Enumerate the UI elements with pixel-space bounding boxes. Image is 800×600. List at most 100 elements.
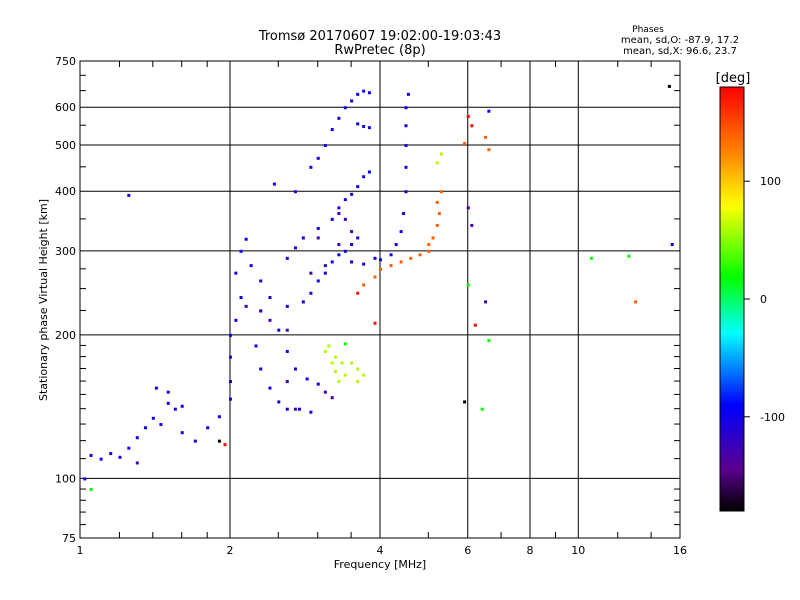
x-axis-label: Frequency [MHz] (334, 558, 426, 571)
data-point (330, 217, 334, 221)
data-point (343, 106, 347, 110)
data-point (427, 249, 431, 253)
data-point (309, 271, 313, 275)
data-point (627, 254, 631, 258)
data-point (229, 397, 232, 401)
x-tick-label: 8 (527, 544, 534, 557)
data-point (272, 182, 276, 186)
data-point (293, 367, 297, 371)
colorbar: [deg] 100 0 -100 (716, 71, 785, 512)
data-point (343, 217, 347, 221)
x-tick-label: 1 (77, 544, 84, 557)
data-point (470, 124, 474, 128)
x-tick-label: 16 (673, 544, 687, 557)
y-tick-label: 400 (55, 185, 76, 198)
stats-line-o: mean, sd,O: -87.9, 17.2 (621, 35, 739, 46)
data-point (217, 439, 221, 443)
data-point (435, 223, 439, 227)
data-point (297, 407, 301, 411)
data-point (389, 264, 393, 268)
data-point (223, 443, 227, 447)
data-point (379, 267, 382, 271)
data-point (217, 415, 221, 419)
data-point (180, 431, 184, 435)
y-tick-labels: 75 100 200 300 400 500 600 750 (55, 55, 76, 545)
data-point (367, 91, 371, 95)
data-point (285, 407, 289, 411)
data-point (389, 253, 393, 257)
data-point (323, 349, 327, 353)
data-point (249, 264, 253, 268)
data-point (316, 382, 320, 386)
plot-area: 1 2 4 6 8 10 16 75 100 200 300 400 500 600 750 (55, 55, 687, 557)
data-point (309, 410, 313, 414)
data-point (259, 309, 263, 313)
data-point (670, 243, 674, 247)
data-point (466, 206, 470, 210)
data-point (309, 291, 313, 295)
data-point (343, 342, 347, 346)
data-point (293, 190, 297, 194)
colorbar-label: [deg] (716, 71, 751, 86)
data-point (343, 249, 347, 253)
data-point (316, 226, 320, 230)
data-point (99, 457, 103, 461)
colorbar-tick-label: 100 (760, 175, 781, 188)
data-point (487, 339, 491, 343)
y-tick-label: 300 (55, 245, 76, 258)
data-points (83, 84, 674, 492)
data-point (367, 170, 371, 174)
data-point (439, 152, 443, 156)
data-point (127, 193, 131, 197)
data-point (343, 373, 347, 377)
data-point (330, 260, 334, 264)
data-point (316, 236, 320, 240)
data-point (83, 477, 87, 481)
stats-line-x: mean, sd,X: 96.6, 23.7 (623, 46, 737, 57)
data-point (244, 237, 248, 241)
data-point (404, 143, 408, 147)
data-point (356, 367, 360, 371)
data-point (409, 256, 413, 260)
minor-ticks (80, 61, 680, 538)
data-point (151, 416, 155, 420)
x-tick-label: 10 (571, 544, 585, 557)
y-axis-label: Stationary phase Virtual Height [km] (37, 199, 50, 401)
data-point (373, 321, 377, 325)
data-point (406, 92, 410, 96)
data-point (362, 175, 366, 179)
data-point (323, 271, 327, 275)
data-point (285, 304, 289, 308)
data-point (244, 304, 248, 308)
data-point (89, 488, 93, 492)
data-point (268, 296, 272, 300)
data-point (340, 361, 344, 365)
data-point (402, 212, 406, 216)
data-point (362, 89, 366, 93)
data-point (337, 253, 341, 257)
data-point (337, 206, 341, 210)
data-point (323, 390, 327, 394)
data-point (350, 260, 354, 264)
data-point (466, 283, 470, 287)
data-point (362, 373, 366, 377)
data-point (350, 361, 354, 365)
data-point (268, 318, 272, 322)
data-point (229, 380, 232, 384)
data-point (379, 258, 382, 262)
data-point (323, 264, 327, 268)
data-point (439, 190, 443, 194)
grid-lines (79, 60, 681, 539)
data-point (118, 455, 122, 459)
colorbar-tick-label: -100 (760, 411, 785, 424)
data-point (356, 291, 360, 295)
data-point (254, 344, 258, 348)
data-point (399, 230, 403, 234)
data-point (404, 124, 408, 128)
data-point (239, 296, 243, 300)
data-point (466, 115, 470, 119)
data-point (89, 453, 93, 457)
data-point (463, 400, 467, 404)
data-point (337, 243, 341, 247)
data-point (356, 380, 360, 384)
